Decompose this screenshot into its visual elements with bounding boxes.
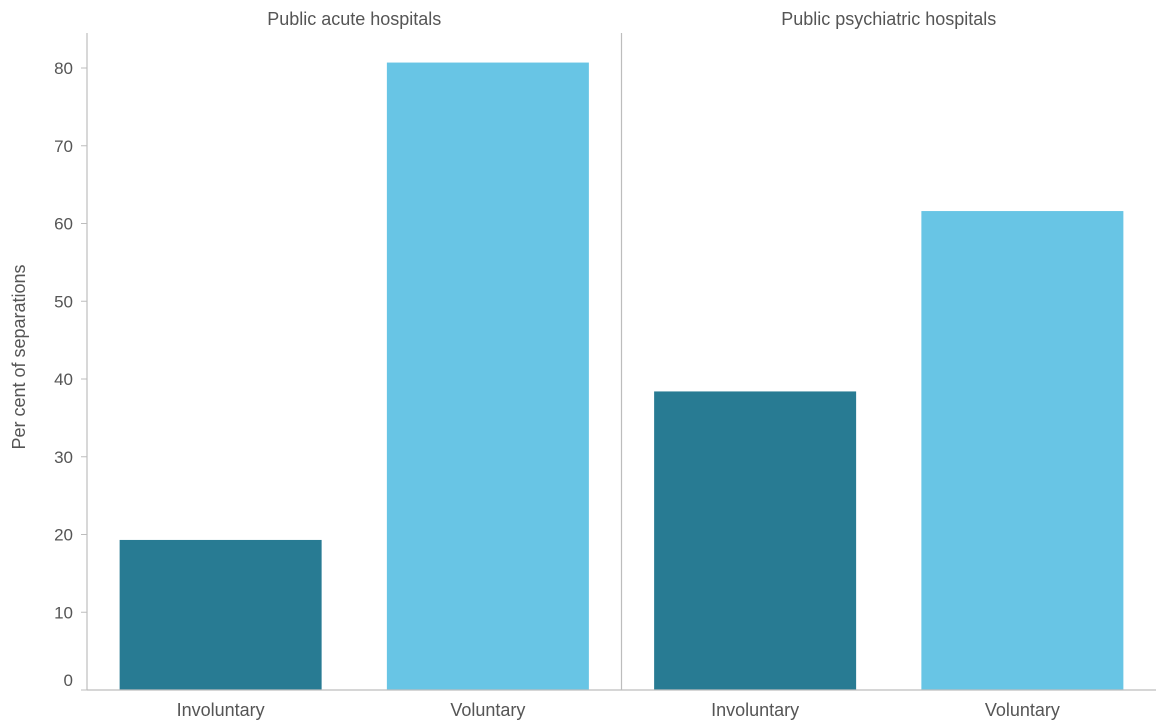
bar-voluntary — [386, 62, 589, 691]
x-category-label: Involuntary — [711, 700, 799, 720]
y-tick-label: 30 — [54, 448, 73, 467]
x-category-label: Voluntary — [450, 700, 525, 720]
y-axis-title: Per cent of separations — [9, 264, 29, 449]
y-axis: Per cent of separations 0 10 20 30 40 50 60 70 8… — [9, 33, 88, 691]
y-tick-label: 20 — [54, 526, 73, 545]
y-tick-label: 60 — [54, 215, 73, 234]
y-tick-label: 10 — [54, 603, 73, 622]
y-tick-label: 0 — [64, 671, 73, 690]
bar-involuntary — [654, 391, 857, 690]
y-tick-label: 70 — [54, 137, 73, 156]
y-tick-label: 50 — [54, 292, 73, 311]
y-tick-label: 80 — [54, 59, 73, 78]
panels: Public acute hospitals Involuntary Volunta… — [119, 9, 1124, 720]
bar-involuntary — [119, 539, 322, 690]
panel-1: Public acute hospitals Involuntary Volunta… — [119, 9, 589, 720]
y-tick-label: 40 — [54, 370, 73, 389]
panel-title: Public acute hospitals — [267, 9, 441, 29]
bar-voluntary — [921, 211, 1124, 690]
panel-title: Public psychiatric hospitals — [781, 9, 996, 29]
panel-2: Public psychiatric hospitals Involuntary V… — [620, 9, 1124, 720]
x-category-label: Involuntary — [177, 700, 265, 720]
x-category-label: Voluntary — [985, 700, 1060, 720]
